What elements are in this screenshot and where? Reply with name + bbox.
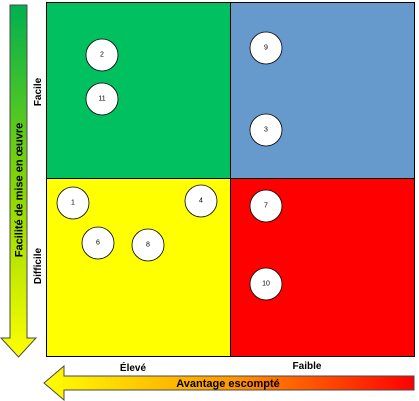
item-label: 11 xyxy=(98,96,105,103)
vertical-axis-top-label: Facile xyxy=(33,77,44,106)
item-circle xyxy=(56,186,90,220)
item-label: 2 xyxy=(100,52,104,59)
quadrant-top-left xyxy=(46,2,231,179)
item-circle xyxy=(249,31,283,65)
horizontal-axis-title: Avantage escompté xyxy=(176,378,280,390)
horizontal-axis-left-label: Élevé xyxy=(120,361,147,374)
horizontal-axis-right-label: Faible xyxy=(293,361,322,372)
item-circle xyxy=(131,228,165,262)
item-label: 6 xyxy=(96,240,100,247)
item-label: 10 xyxy=(262,281,270,288)
item-4: 4 xyxy=(184,184,218,218)
item-2: 2 xyxy=(85,38,119,72)
item-label: 1 xyxy=(71,200,75,207)
item-circle xyxy=(85,38,119,72)
item-8: 8 xyxy=(131,228,165,262)
item-circle xyxy=(81,226,115,260)
matrix-grid xyxy=(46,2,415,357)
item-1: 1 xyxy=(56,186,90,220)
item-3: 3 xyxy=(249,113,283,147)
item-circle xyxy=(184,184,218,218)
item-circle xyxy=(249,113,283,147)
items-layer: 2 11 9 3 1 4 6 8 7 10 xyxy=(56,31,283,301)
item-6: 6 xyxy=(81,226,115,260)
vertical-axis-bottom-label: Difficile xyxy=(33,248,44,285)
item-label: 3 xyxy=(264,127,268,134)
quadrant-top-right xyxy=(230,2,415,179)
item-circle xyxy=(249,267,283,301)
item-label: 8 xyxy=(146,242,150,249)
item-label: 4 xyxy=(199,198,203,205)
item-label: 7 xyxy=(264,203,268,210)
item-11: 11 xyxy=(85,82,119,116)
item-9: 9 xyxy=(249,31,283,65)
item-10: 10 xyxy=(249,267,283,301)
item-circle xyxy=(249,189,283,223)
horizontal-axis-arrow: Avantage escompté xyxy=(43,364,415,401)
item-label: 9 xyxy=(264,45,268,52)
item-circle xyxy=(85,82,119,116)
item-7: 7 xyxy=(249,189,283,223)
vertical-axis-title: Facilité de mise en œuvre xyxy=(14,123,26,258)
vertical-axis-arrow: Facilité de mise en œuvre xyxy=(0,4,38,358)
